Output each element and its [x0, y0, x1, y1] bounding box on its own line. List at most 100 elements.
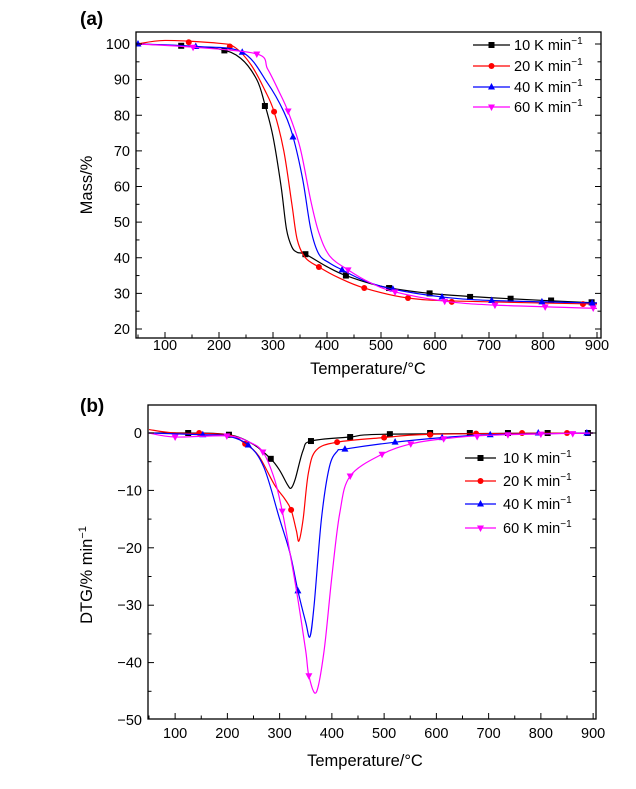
plot-frame — [147, 404, 597, 720]
data-point — [244, 441, 252, 448]
data-point — [405, 295, 411, 302]
x-tick-label: 100 — [153, 338, 177, 354]
series-line — [148, 432, 594, 489]
x-tick-label: 800 — [531, 338, 555, 354]
data-point — [199, 430, 207, 438]
legend-item: 40 K min−1 — [465, 495, 572, 513]
x-tick-label: 400 — [320, 726, 344, 742]
data-point — [467, 293, 474, 300]
data-point — [361, 285, 368, 292]
legend-item: 20 K min−1 — [473, 57, 583, 75]
x-tick-label: 800 — [529, 726, 553, 742]
data-point — [386, 431, 393, 438]
data-point — [271, 108, 278, 115]
x-tick-label: 300 — [268, 726, 292, 742]
series-line — [137, 43, 598, 309]
data-point — [278, 508, 286, 516]
panel-label: (b) — [80, 396, 104, 417]
data-point — [504, 432, 512, 439]
y-tick-label: −20 — [117, 541, 142, 557]
data-point — [440, 436, 448, 443]
legend-label: 10 K min−1 — [503, 449, 572, 467]
x-tick-label: 300 — [261, 338, 285, 354]
y-tick-label: 0 — [134, 426, 142, 442]
x-tick-label: 900 — [581, 726, 605, 742]
data-point — [507, 295, 514, 302]
x-tick-label: 500 — [369, 338, 393, 354]
legend-item: 20 K min−1 — [465, 472, 572, 490]
y-tick-label: 90 — [114, 73, 130, 89]
data-point — [334, 439, 341, 446]
legend-marker — [488, 63, 495, 69]
series-line — [148, 428, 594, 542]
data-point — [378, 451, 386, 459]
data-point — [284, 108, 292, 115]
data-point — [488, 296, 496, 303]
series-line — [137, 43, 598, 304]
data-point — [302, 251, 309, 258]
x-tick-label: 500 — [372, 726, 396, 742]
legend-label: 10 K min−1 — [514, 36, 583, 54]
data-point — [407, 441, 415, 448]
data-point — [466, 430, 473, 436]
y-tick-label: 80 — [114, 108, 130, 124]
legend-item: 10 K min−1 — [473, 36, 583, 54]
data-point — [315, 264, 322, 271]
data-point — [267, 455, 274, 462]
x-axis-label: Temperature/°C — [307, 752, 423, 770]
data-point — [136, 40, 142, 47]
data-point — [541, 304, 549, 311]
x-tick-label: 200 — [215, 726, 239, 742]
data-point — [259, 449, 267, 456]
y-tick-label: 40 — [114, 251, 130, 267]
panel-a: (a)100 200 300 400 500 600 700 800 900Temperatur… — [78, 9, 609, 378]
legend-label: 40 K min−1 — [503, 495, 572, 513]
legend-label: 60 K min−1 — [514, 98, 583, 116]
legend: 10 K min−1 20 K min−1 40 K min−1 60 K min−1 — [465, 449, 572, 537]
panel-b: (b) 100 200 300 400 500 600 700 800 900 Temperatur… — [77, 396, 605, 770]
y-tick-label: 100 — [106, 37, 130, 53]
legend-label: 20 K min−1 — [514, 57, 583, 75]
data-point — [171, 434, 179, 442]
data-point — [548, 297, 555, 304]
y-axis-label: Mass/% — [78, 155, 96, 214]
data-point — [307, 438, 314, 445]
legend-marker — [488, 83, 495, 90]
data-point — [253, 51, 261, 58]
legend-marker — [477, 478, 484, 484]
legend-marker — [477, 500, 484, 507]
data-point — [185, 39, 192, 46]
plot-frame — [135, 31, 602, 339]
data-point — [346, 473, 354, 481]
y-tick-label: −10 — [117, 483, 142, 499]
data-point — [438, 292, 446, 300]
legend-marker — [477, 455, 484, 461]
panel-label: (a) — [80, 9, 103, 30]
data-point — [569, 431, 577, 438]
y-axis: 20 30 40 50 60 70 80 90 100 Mass/% — [78, 37, 601, 338]
series-60K — [148, 431, 594, 694]
data-point — [381, 434, 388, 441]
data-point — [305, 673, 313, 680]
series-line — [137, 43, 598, 304]
y-tick-label: 60 — [114, 180, 130, 196]
y-axis-label: DTG/% min−1 — [77, 526, 96, 624]
x-tick-label: 900 — [585, 338, 609, 354]
x-axis: 100 200 300 400 500 600 700 800 900 Temperature/°… — [148, 713, 605, 770]
data-point — [347, 434, 354, 441]
y-axis: −50 −40 −30 −20 −10 0 DTG/% min−1 — [77, 426, 596, 729]
data-point — [338, 265, 346, 273]
y-tick-label: 70 — [114, 144, 130, 160]
y-tick-label: 20 — [114, 322, 130, 338]
x-tick-label: 600 — [424, 726, 448, 742]
data-point — [223, 433, 231, 440]
series-line — [148, 432, 594, 694]
y-tick-label: −40 — [117, 656, 142, 672]
data-point — [589, 305, 597, 312]
legend-label: 40 K min−1 — [514, 78, 583, 96]
legend-item: 60 K min−1 — [473, 98, 583, 116]
legend-marker — [488, 104, 495, 111]
data-point — [588, 298, 596, 306]
legend-marker — [477, 525, 484, 532]
